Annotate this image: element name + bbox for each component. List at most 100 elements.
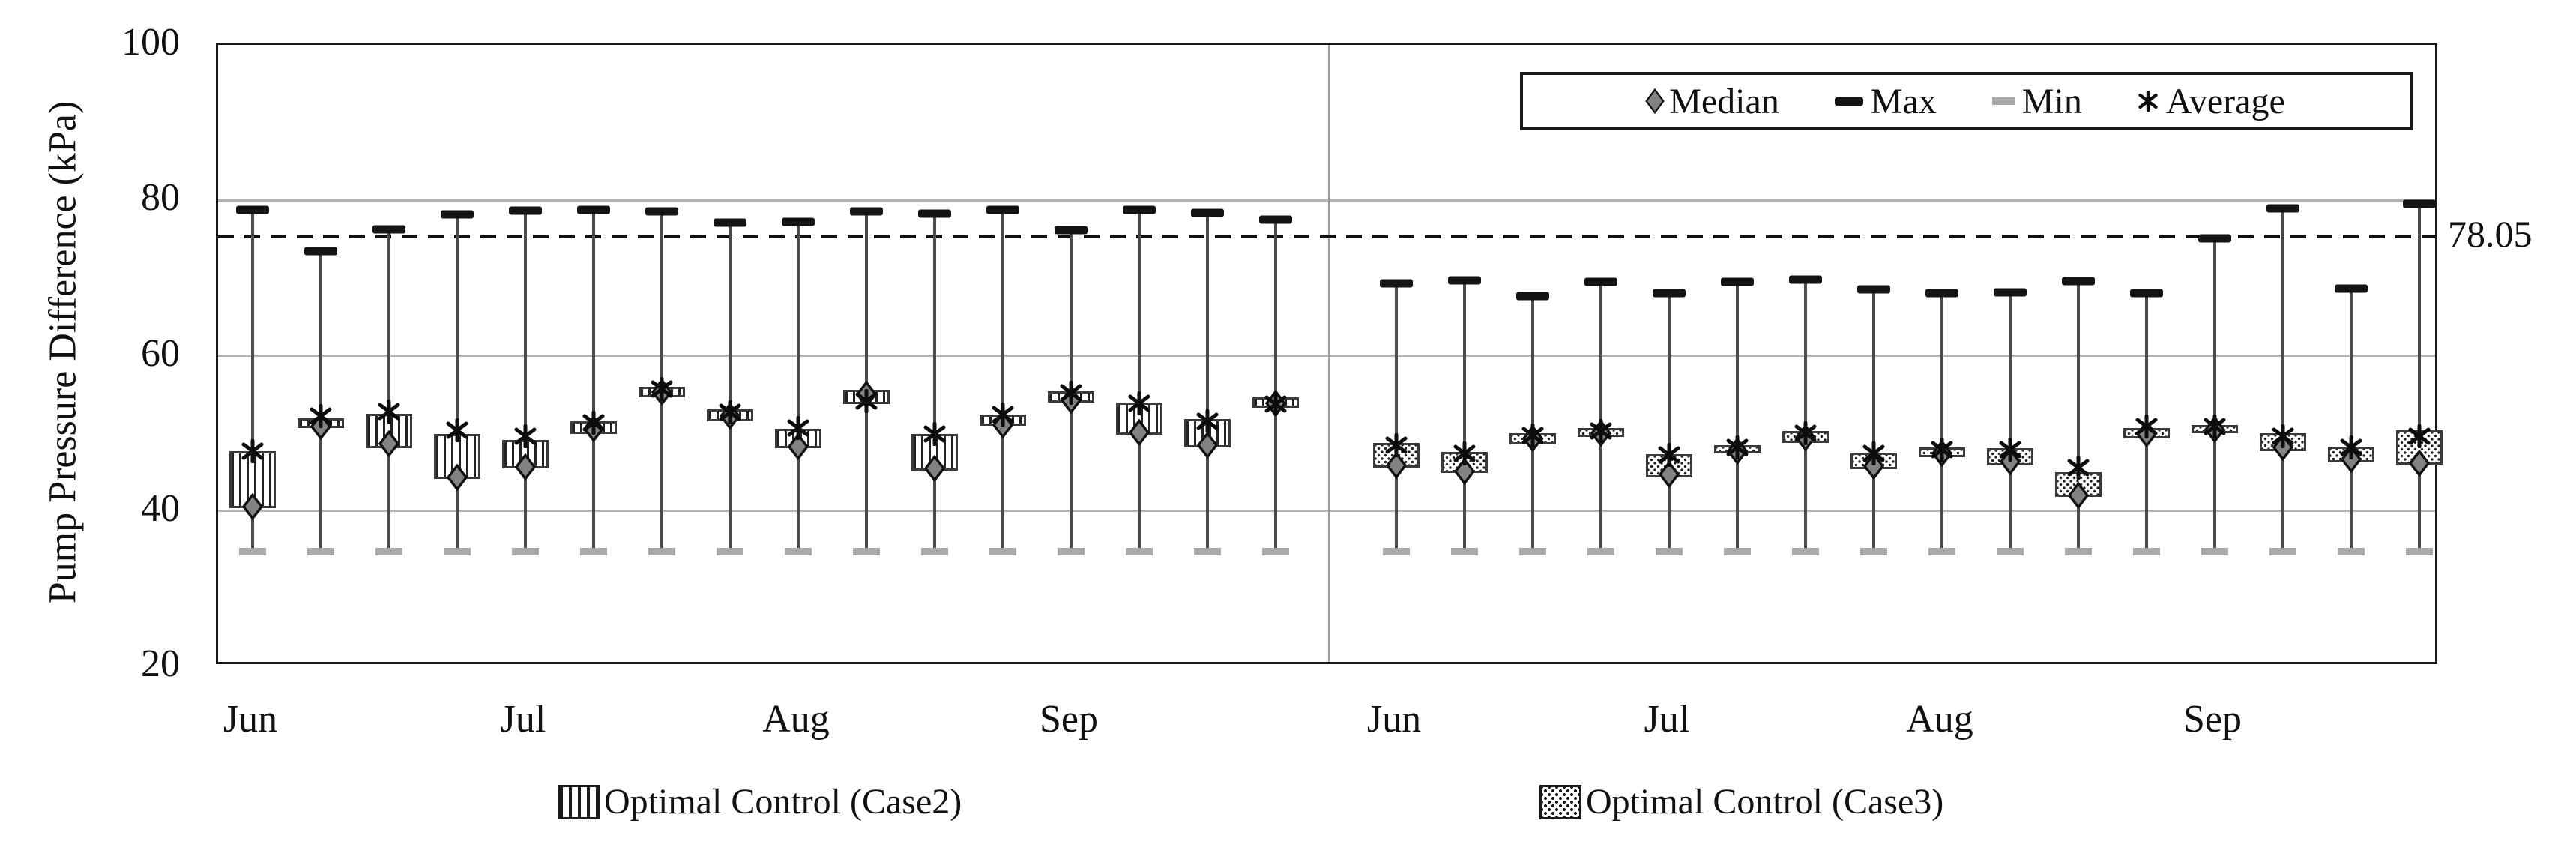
min-cap-case2-w2	[307, 547, 334, 555]
min-cap-case3-w7	[1792, 547, 1819, 555]
whisker-case3-w4	[1599, 282, 1602, 552]
series-legend-case3: Optimal Control (Case3)	[1539, 781, 1943, 822]
whisker-case3-w1	[1395, 283, 1398, 552]
max-cap-case3-w7	[1789, 275, 1822, 284]
legend-label-min: Min	[2021, 81, 2082, 121]
min-cap-case3-w11	[2065, 547, 2092, 555]
average-marker-case2-w12	[991, 402, 1015, 427]
gridline-60	[218, 355, 2435, 357]
y-tick-100: 100	[121, 21, 180, 64]
max-cap-case3-w4	[1584, 277, 1617, 286]
case-divider-line	[1328, 45, 1330, 662]
min-cap-case3-w3	[1519, 547, 1546, 555]
min-cap-case2-w8	[717, 547, 743, 555]
min-cap-case2-w12	[989, 547, 1016, 555]
max-cap-case3-w13	[2198, 234, 2231, 243]
average-marker-case3-w8	[1862, 441, 1886, 466]
whisker-case3-w7	[1804, 279, 1807, 552]
whisker-case3-w9	[1940, 292, 1943, 552]
average-marker-case2-w15	[1195, 409, 1219, 434]
max-cap-case2-w1	[236, 205, 269, 214]
legend-item-median: Median	[1645, 81, 1779, 122]
average-marker-case3-w2	[1453, 441, 1476, 466]
max-cap-case3-w15	[2335, 284, 2368, 293]
month-label-case2-jun: Jun	[223, 698, 278, 741]
max-cap-case2-w12	[986, 205, 1019, 214]
average-marker-case2-w7	[650, 376, 674, 402]
legend-label-average: Average	[2165, 81, 2285, 121]
whisker-case2-w11	[933, 213, 936, 552]
max-cap-case3-w5	[1653, 289, 1686, 298]
whisker-case3-w16	[2418, 204, 2421, 552]
whisker-case3-w10	[2009, 292, 2012, 552]
max-cap-case3-w3	[1516, 292, 1549, 301]
min-cap-case3-w8	[1860, 547, 1887, 555]
max-cap-case3-w2	[1448, 276, 1481, 285]
whisker-case2-w4	[456, 214, 459, 552]
max-cap-case3-w6	[1721, 277, 1754, 286]
month-label-case2-jul: Jul	[500, 698, 546, 741]
min-cap-case2-w16	[1262, 547, 1289, 555]
max-cap-case3-w16	[2403, 199, 2436, 208]
min-cap-case3-w13	[2201, 547, 2228, 555]
min-dash-icon	[1991, 97, 2015, 105]
min-cap-case3-w4	[1587, 547, 1614, 555]
whisker-case2-w8	[729, 223, 732, 552]
average-asterisk-icon	[2138, 91, 2159, 112]
whisker-case2-w9	[797, 222, 800, 552]
min-cap-case2-w5	[512, 547, 539, 555]
average-marker-case3-w12	[2135, 414, 2159, 439]
whisker-case3-w11	[2077, 281, 2080, 552]
max-cap-case2-w5	[509, 206, 542, 215]
gridline-80	[218, 199, 2435, 202]
y-tick-60: 60	[141, 331, 180, 375]
whisker-case3-w13	[2213, 238, 2216, 552]
average-marker-case3-w14	[2271, 424, 2295, 449]
average-marker-case3-w16	[2407, 424, 2431, 449]
max-cap-case3-w11	[2062, 277, 2095, 286]
average-marker-case2-w4	[445, 418, 469, 443]
min-cap-case3-w9	[1928, 547, 1955, 555]
whisker-case2-w14	[1138, 209, 1141, 552]
whisker-case3-w6	[1736, 282, 1739, 552]
whisker-case3-w5	[1668, 292, 1671, 552]
min-cap-case2-w14	[1126, 547, 1153, 555]
average-marker-case2-w5	[513, 424, 537, 449]
month-label-case3-jun: Jun	[1366, 698, 1422, 741]
whisker-case2-w12	[1001, 209, 1004, 552]
reference-line-label: 78.05	[2448, 213, 2533, 256]
whisker-case2-w1	[251, 209, 254, 552]
max-cap-case2-w3	[372, 225, 405, 234]
max-cap-case3-w8	[1857, 285, 1890, 294]
average-marker-case3-w15	[2339, 435, 2363, 460]
min-cap-case3-w14	[2269, 547, 2296, 555]
legend: Median Max Min Average	[1520, 72, 2413, 130]
min-cap-case2-w7	[648, 547, 675, 555]
max-cap-case2-w4	[441, 210, 474, 219]
average-marker-case2-w6	[582, 410, 606, 435]
average-marker-case3-w6	[1725, 435, 1749, 460]
whisker-case2-w5	[524, 210, 527, 552]
average-marker-case3-w3	[1521, 423, 1545, 448]
whisker-case3-w8	[1872, 289, 1875, 552]
max-cap-case2-w11	[918, 209, 951, 218]
max-cap-case2-w15	[1191, 208, 1224, 217]
whisker-case2-w3	[387, 229, 390, 552]
month-label-case3-aug: Aug	[1906, 698, 1973, 741]
legend-label-median: Median	[1669, 81, 1779, 121]
average-marker-case3-w13	[2203, 414, 2227, 439]
average-marker-case3-w4	[1589, 418, 1613, 444]
average-marker-case3-w11	[2066, 455, 2090, 480]
average-marker-case2-w8	[718, 400, 742, 425]
whisker-case2-w16	[1274, 220, 1277, 552]
min-cap-case3-w15	[2338, 547, 2365, 555]
average-marker-case3-w9	[1930, 437, 1954, 462]
min-cap-case2-w13	[1058, 547, 1085, 555]
legend-item-max: Max	[1834, 81, 1937, 122]
whisker-case3-w15	[2350, 289, 2353, 552]
max-cap-case2-w8	[714, 218, 746, 227]
whisker-case2-w2	[319, 250, 322, 552]
whisker-case2-w6	[592, 209, 595, 552]
average-marker-case2-w11	[923, 421, 947, 447]
